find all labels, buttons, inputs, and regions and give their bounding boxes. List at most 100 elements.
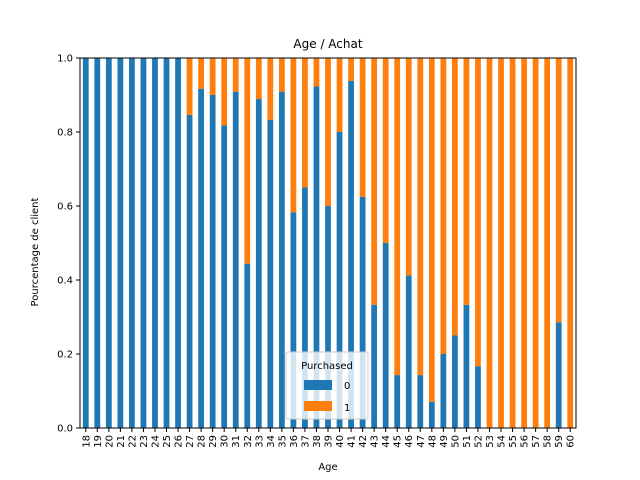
bar-40-series-1: [336, 58, 343, 132]
x-tick-label-37: 37: [300, 435, 311, 448]
x-tick-label-42: 42: [358, 435, 369, 448]
bar-33-series-1: [255, 58, 262, 100]
bar-32-series-0: [244, 263, 251, 428]
bar-43-series-1: [371, 58, 378, 305]
bar-28-series-1: [198, 58, 204, 89]
legend: Purchased 0 1: [285, 351, 369, 420]
x-tick-label-20: 20: [104, 435, 115, 448]
bar-41-series-1: [348, 58, 354, 81]
bar-50-series-0: [452, 335, 458, 428]
y-tick-label-1.0: 1.0: [57, 54, 73, 65]
bar-35-series-0: [278, 91, 285, 429]
x-tick-label-31: 31: [231, 435, 242, 448]
bar-19-series-0: [94, 58, 101, 428]
x-tick-label-24: 24: [150, 435, 161, 448]
bar-29-series-1: [209, 58, 216, 95]
x-tick-label-46: 46: [404, 435, 415, 448]
axes-group: 0.0 0.2 0.4 0.6 0.8 1.0 18 19 20 21 22 23 24 25 26 27 28…: [57, 54, 577, 448]
x-tick-label-48: 48: [427, 435, 438, 448]
x-tick-label-25: 25: [162, 435, 173, 448]
x-tick-label-36: 36: [289, 435, 300, 448]
bar-18-series-0: [82, 58, 89, 428]
bar-20-series-0: [105, 58, 112, 428]
bar-30-series-0: [221, 125, 228, 428]
bar-37-series-0: [302, 187, 308, 428]
bar-45-series-0: [394, 375, 401, 428]
x-tick-label-55: 55: [508, 435, 519, 448]
x-tick-label-38: 38: [312, 435, 323, 448]
bar-24-series-0: [152, 58, 158, 428]
bar-48-series-1: [428, 58, 435, 402]
bar-37-series-1: [302, 58, 308, 188]
bar-46-series-0: [405, 275, 412, 428]
bar-31-series-1: [232, 58, 239, 92]
bar-44-series-1: [382, 58, 389, 243]
x-tick-label-35: 35: [277, 435, 288, 448]
bar-27-series-0: [186, 114, 193, 428]
x-tick-label-39: 39: [324, 435, 335, 448]
chart-title: Age / Achat: [293, 37, 362, 51]
bar-47-series-0: [417, 375, 424, 428]
x-tick-label-29: 29: [208, 435, 219, 448]
x-tick-label-21: 21: [116, 435, 127, 448]
bar-41-series-0: [348, 80, 354, 428]
legend-label-1: 1: [344, 403, 350, 414]
y-tick-label-0.4: 0.4: [57, 276, 73, 287]
bar-52-series-1: [475, 58, 481, 367]
x-tick-label-19: 19: [93, 435, 104, 448]
bar-31-series-0: [232, 91, 239, 429]
bar-44-series-0: [382, 243, 389, 428]
bar-45-series-1: [394, 58, 401, 376]
x-tick-label-53: 53: [485, 435, 496, 448]
bar-21-series-0: [117, 58, 124, 428]
bar-55-series-1: [509, 58, 516, 428]
bar-56-series-1: [521, 58, 527, 428]
x-tick-label-23: 23: [139, 435, 150, 448]
x-tick-label-18: 18: [81, 435, 92, 448]
bar-48-series-0: [428, 401, 435, 428]
x-tick-label-22: 22: [127, 435, 138, 448]
x-tick-label-47: 47: [416, 435, 427, 448]
x-axis-title: Age: [318, 462, 337, 473]
bar-50-series-1: [452, 58, 458, 336]
bar-22-series-0: [129, 58, 135, 428]
bar-51-series-1: [463, 58, 470, 305]
bar-47-series-1: [417, 58, 424, 376]
x-tick-label-56: 56: [520, 435, 531, 448]
legend-swatch-1: [304, 401, 332, 411]
legend-title: Purchased: [301, 361, 353, 372]
y-tick-label-0.0: 0.0: [57, 424, 73, 435]
x-tick-label-41: 41: [347, 435, 358, 448]
bar-43-series-0: [371, 304, 378, 428]
y-tick-label-0.8: 0.8: [57, 128, 73, 139]
bar-25-series-0: [163, 58, 170, 428]
bar-28-series-0: [198, 88, 204, 429]
bar-46-series-1: [405, 58, 412, 276]
x-tick-label-54: 54: [497, 435, 508, 448]
x-tick-label-32: 32: [243, 435, 254, 448]
x-tick-label-40: 40: [335, 435, 346, 448]
x-tick-label-30: 30: [220, 435, 231, 448]
bar-38-series-1: [313, 58, 320, 87]
bar-59-series-1: [555, 58, 562, 323]
bar-33-series-0: [255, 99, 262, 428]
x-tick-label-51: 51: [462, 435, 473, 448]
x-tick-label-27: 27: [185, 435, 196, 448]
bar-40-series-0: [336, 132, 343, 428]
bar-52-series-0: [475, 366, 481, 428]
x-tick-label-60: 60: [566, 435, 577, 448]
x-tick-label-44: 44: [381, 435, 392, 448]
bar-29-series-0: [209, 95, 216, 428]
bar-35-series-1: [278, 58, 285, 92]
x-tick-label-59: 59: [554, 435, 565, 448]
y-tick-label-0.6: 0.6: [57, 202, 73, 213]
x-tick-label-33: 33: [254, 435, 265, 448]
x-tick-label-57: 57: [531, 435, 542, 448]
bar-39-series-1: [325, 58, 331, 206]
bar-38-series-0: [313, 86, 320, 429]
x-tick-label-58: 58: [543, 435, 554, 448]
bar-42-series-0: [359, 196, 366, 428]
bar-26-series-0: [175, 58, 181, 428]
bar-60-series-1: [567, 58, 574, 428]
bar-49-series-1: [440, 58, 447, 354]
